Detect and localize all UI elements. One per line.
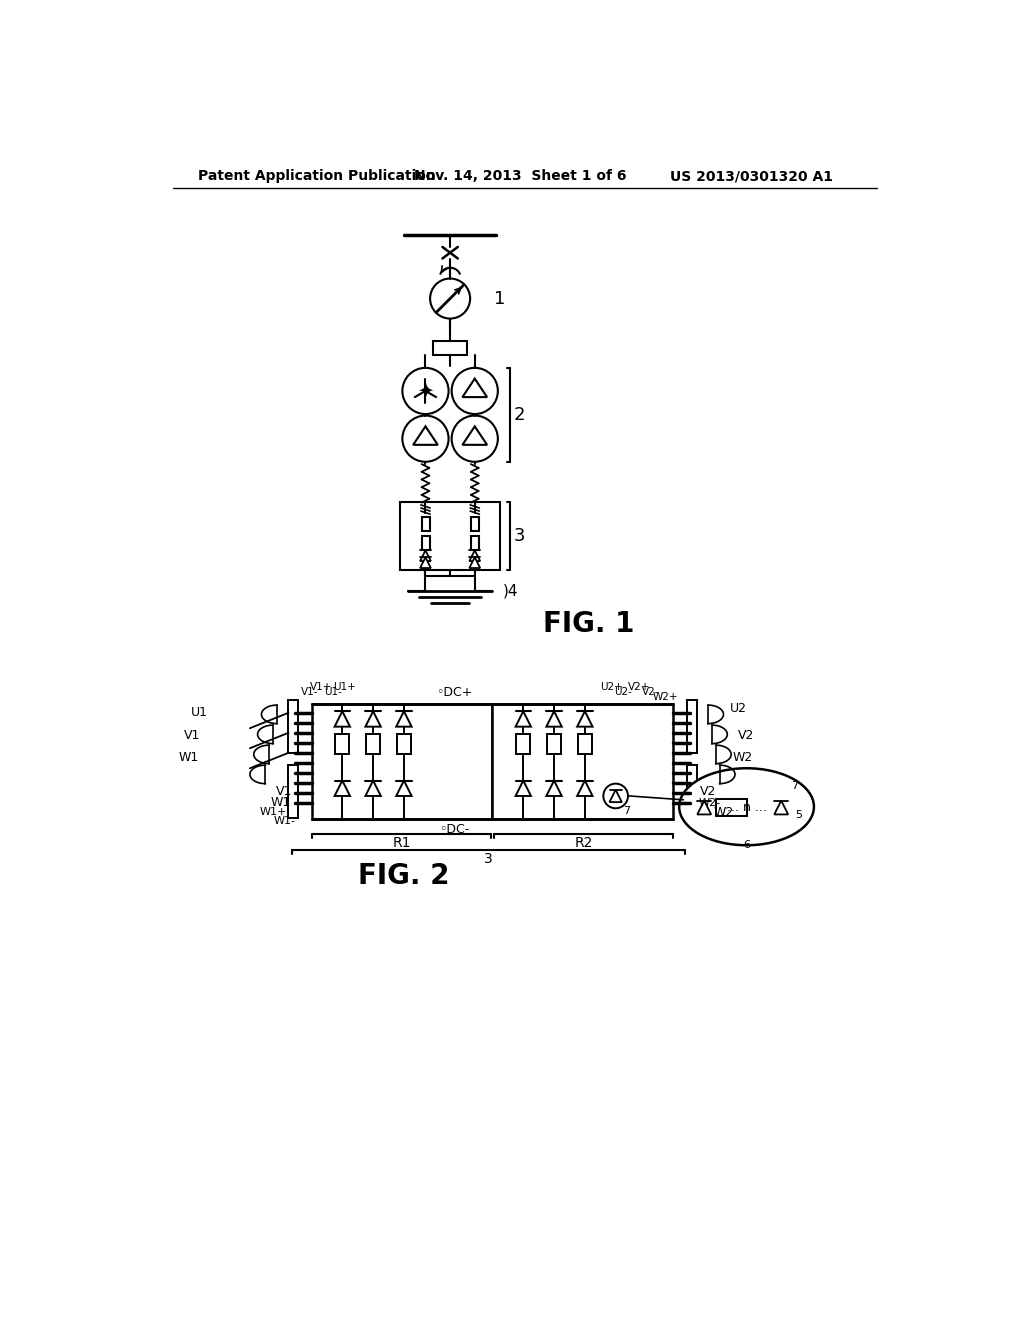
Text: Nov. 14, 2013  Sheet 1 of 6: Nov. 14, 2013 Sheet 1 of 6 [414, 169, 627, 183]
Polygon shape [396, 711, 412, 726]
Text: W1: W1 [178, 751, 199, 764]
Bar [687, 701, 696, 752]
Polygon shape [469, 550, 480, 561]
Polygon shape [609, 789, 622, 803]
Polygon shape [366, 711, 381, 726]
Text: FIG. 1: FIG. 1 [543, 610, 635, 639]
Text: V2: V2 [738, 729, 755, 742]
Bar [516, 734, 530, 754]
Polygon shape [697, 800, 711, 814]
Text: 3: 3 [484, 853, 493, 866]
Polygon shape [578, 780, 593, 796]
Polygon shape [335, 780, 350, 796]
Text: W2: W2 [714, 805, 733, 818]
Bar [336, 734, 349, 754]
Text: U1-: U1- [325, 686, 342, 697]
Text: 5: 5 [795, 810, 802, 820]
Text: 3: 3 [514, 527, 525, 545]
Text: 7: 7 [792, 781, 799, 791]
Polygon shape [463, 379, 487, 397]
Bar [289, 766, 298, 817]
Text: 2: 2 [514, 405, 525, 424]
Text: 6: 6 [743, 841, 750, 850]
Circle shape [402, 416, 449, 462]
Text: R2: R2 [574, 836, 593, 850]
Polygon shape [420, 550, 431, 561]
Text: )4: )4 [503, 583, 518, 599]
Bar [397, 734, 411, 754]
Bar [578, 734, 592, 754]
Text: V1: V1 [184, 729, 201, 742]
Text: V1+: V1+ [310, 681, 333, 692]
Bar [367, 734, 380, 754]
Text: U1+: U1+ [333, 681, 356, 692]
Text: ◦DC-: ◦DC- [439, 824, 469, 837]
Polygon shape [547, 780, 562, 796]
Polygon shape [463, 426, 487, 445]
Text: W2+: W2+ [653, 693, 679, 702]
Text: V2+: V2+ [628, 681, 650, 692]
Bar [716, 799, 746, 816]
Ellipse shape [679, 768, 814, 845]
Bar [471, 517, 479, 531]
Bar [400, 502, 500, 570]
Text: ✦: ✦ [418, 381, 433, 400]
Text: U1: U1 [191, 706, 208, 719]
Polygon shape [335, 711, 350, 726]
Bar [471, 536, 479, 550]
Polygon shape [396, 780, 412, 796]
Text: R1: R1 [392, 836, 411, 850]
Polygon shape [578, 711, 593, 726]
Text: W1-: W1- [273, 816, 296, 826]
Polygon shape [547, 711, 562, 726]
Bar [493, 704, 674, 818]
Polygon shape [420, 557, 431, 568]
Text: U2: U2 [730, 702, 748, 715]
Text: U2+: U2+ [600, 681, 624, 692]
Bar [547, 734, 561, 754]
Circle shape [402, 368, 449, 414]
Text: W1+: W1+ [259, 807, 287, 817]
Text: 7: 7 [624, 807, 631, 816]
Text: W1: W1 [270, 796, 291, 809]
Bar [422, 517, 430, 531]
Polygon shape [366, 780, 381, 796]
Polygon shape [515, 711, 531, 726]
Bar [433, 341, 467, 355]
Text: V1-: V1- [301, 686, 318, 697]
Text: FIG. 2: FIG. 2 [358, 862, 450, 890]
Circle shape [452, 416, 498, 462]
Text: U2-: U2- [614, 686, 632, 697]
Text: Patent Application Publication: Patent Application Publication [199, 169, 436, 183]
Text: ... n ...: ... n ... [727, 801, 767, 814]
Circle shape [430, 279, 470, 318]
Text: 1: 1 [495, 289, 506, 308]
Text: V1: V1 [276, 785, 293, 797]
Text: V2-: V2- [642, 686, 659, 697]
Text: V2: V2 [699, 785, 716, 797]
Bar [687, 766, 696, 817]
Text: ◦DC+: ◦DC+ [436, 686, 472, 700]
Polygon shape [469, 557, 480, 568]
Bar [311, 704, 493, 818]
Polygon shape [515, 780, 531, 796]
Circle shape [452, 368, 498, 414]
Text: US 2013/0301320 A1: US 2013/0301320 A1 [670, 169, 833, 183]
Text: W2-: W2- [698, 797, 721, 808]
Text: W2: W2 [732, 751, 753, 764]
Polygon shape [774, 800, 788, 814]
Bar [422, 536, 430, 550]
Polygon shape [413, 426, 438, 445]
Circle shape [603, 784, 628, 808]
Bar [289, 701, 298, 752]
